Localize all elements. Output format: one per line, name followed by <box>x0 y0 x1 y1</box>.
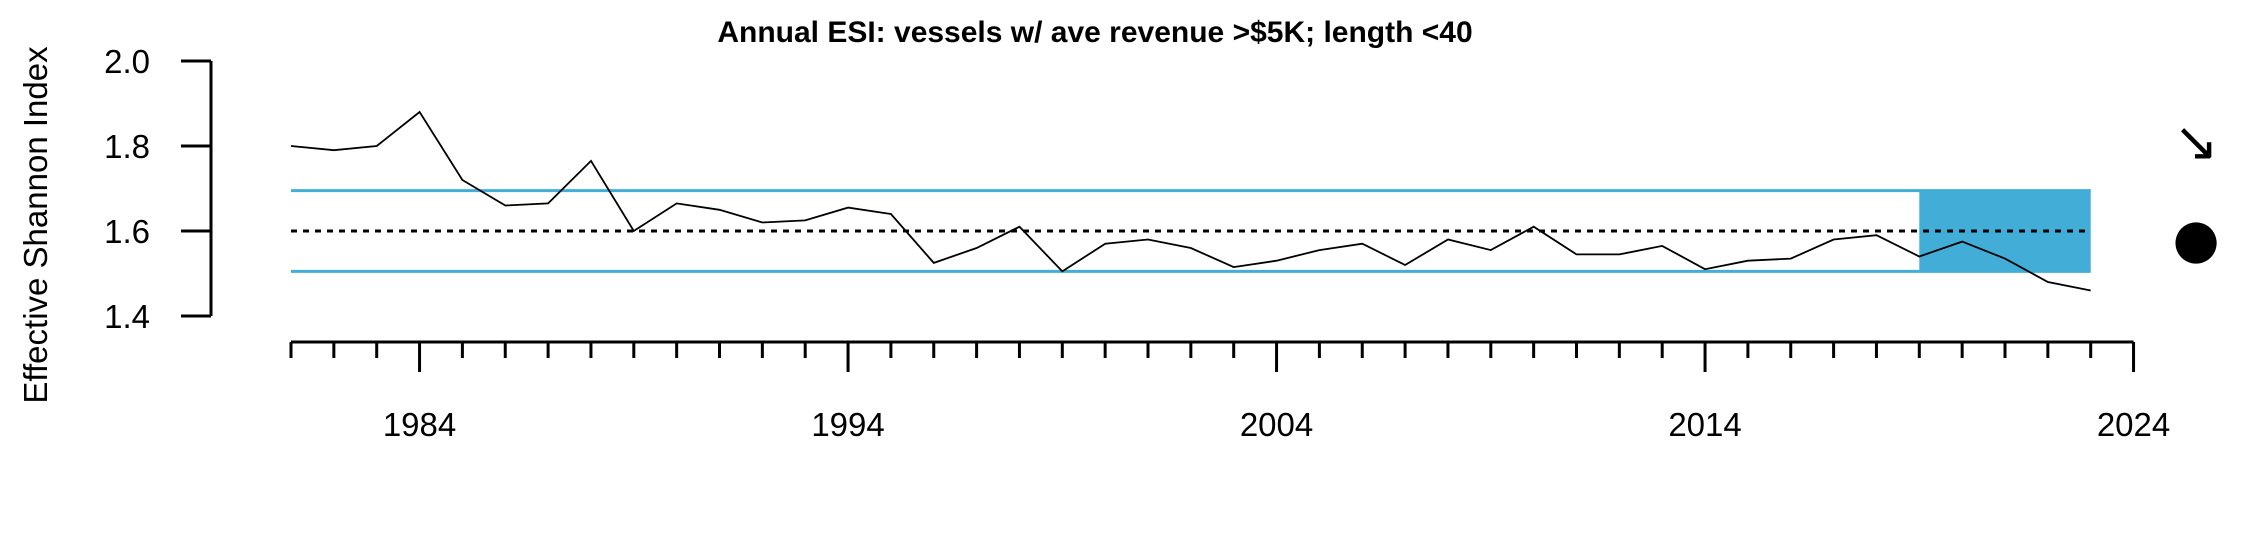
y-tick-label: 2.0 <box>104 43 150 80</box>
series-lines <box>290 110 2091 292</box>
reference-lines <box>291 189 2091 273</box>
x-tick-label: 2024 <box>2097 406 2170 443</box>
x-axis: 1984 1994 2004 2014 2024 <box>289 340 2170 443</box>
x-tick-label: 1994 <box>811 406 884 443</box>
y-tick-label: 1.4 <box>104 298 150 335</box>
x-tick-label: 2014 <box>1668 406 1741 443</box>
x-tick-label: 2004 <box>1240 406 1313 443</box>
chart-title: Annual ESI: vessels w/ ave revenue >$5K;… <box>717 16 1472 49</box>
y-tick-label: 1.8 <box>104 128 150 165</box>
y-axis: 1.4 1.6 1.8 2.0 <box>104 43 213 335</box>
trend-arrow-icon: ↘ <box>2173 110 2218 173</box>
mean-marker-icon: ● <box>2172 207 2219 270</box>
x-tick-label: 1984 <box>383 406 456 443</box>
series-line-0 <box>290 110 2091 292</box>
y-tick-label: 1.6 <box>104 213 150 250</box>
y-axis-label: Effective Shannon Index <box>17 46 54 404</box>
